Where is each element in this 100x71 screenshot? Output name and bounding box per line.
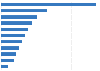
Bar bbox=[1, 28, 28, 31]
Bar bbox=[1, 9, 47, 12]
Bar bbox=[1, 65, 8, 68]
Bar bbox=[1, 52, 16, 56]
Bar bbox=[1, 15, 37, 19]
Bar bbox=[1, 3, 96, 6]
Bar bbox=[1, 46, 19, 50]
Bar bbox=[1, 21, 32, 25]
Bar bbox=[1, 34, 25, 37]
Bar bbox=[1, 40, 22, 43]
Bar bbox=[1, 59, 14, 62]
